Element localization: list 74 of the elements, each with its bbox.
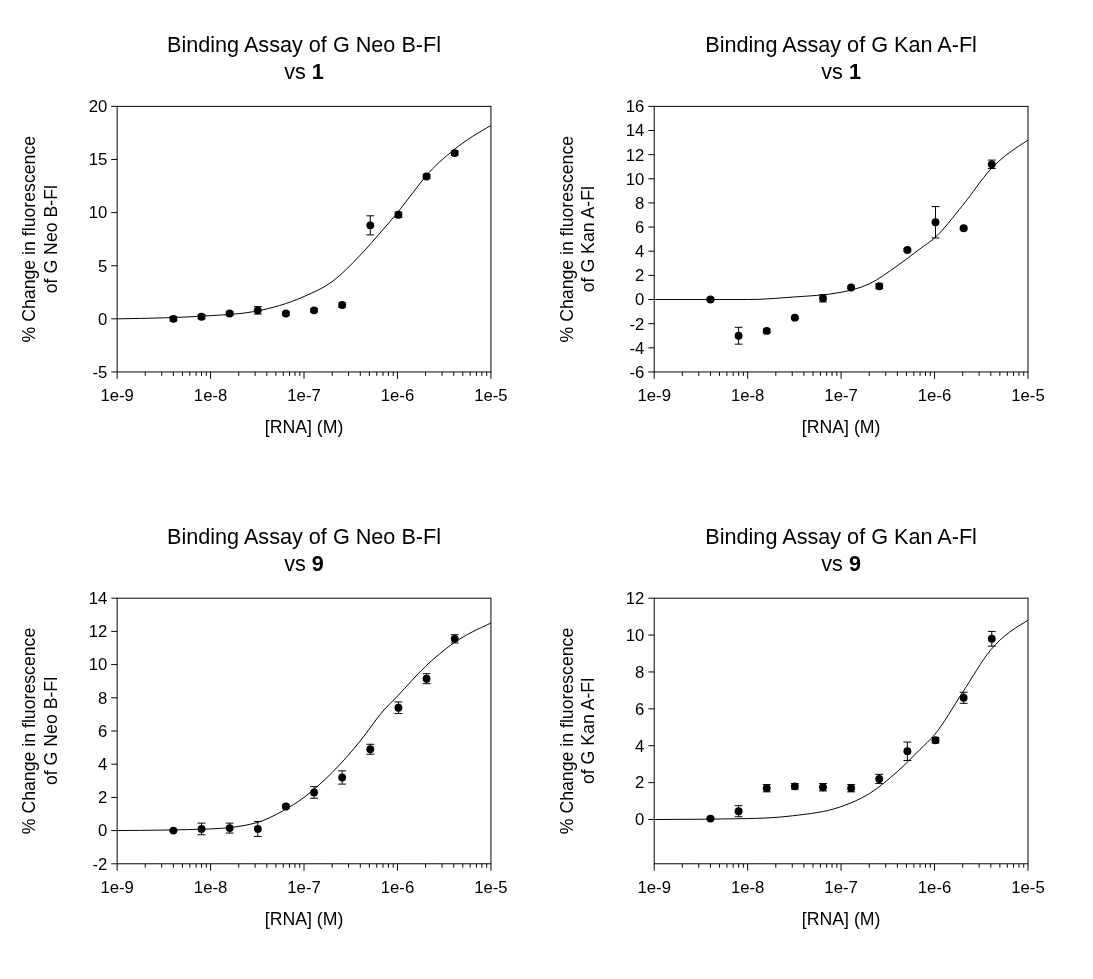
x-axis-title: [RNA] (M) [264, 908, 344, 929]
x-tick-label: 1e-7 [824, 878, 858, 898]
x-tick-label: 1e-5 [474, 386, 508, 406]
point [394, 703, 403, 712]
y-tick-label: 4 [635, 242, 645, 262]
y-tick-label: 14 [625, 121, 645, 141]
x-tick-label: 1e-9 [637, 386, 671, 406]
point [366, 221, 375, 230]
y-tick-label: 10 [625, 169, 645, 189]
y-tick-label: 15 [88, 150, 108, 170]
y-tick-label: 2 [97, 788, 108, 808]
y-tick-label: 8 [635, 193, 645, 213]
chart-title: Binding Assay of G Neo B-Fl vs 1 [167, 32, 442, 84]
y-tick-label: -5 [92, 362, 108, 382]
x-tick-label: 1e-7 [287, 878, 321, 898]
y-tick-label: 2 [635, 773, 645, 793]
x-tick-label: 1e-6 [917, 878, 952, 898]
y-tick-label: 4 [97, 755, 108, 775]
y-tick-label: 0 [97, 821, 108, 841]
chart-title: Binding Assay of G Kan A-Fl vs 1 [705, 32, 977, 84]
point [903, 747, 912, 756]
y-tick-label: 14 [88, 589, 108, 609]
y-tick-label: 12 [625, 589, 645, 609]
chart-title: Binding Assay of G Kan A-Fl vs 9 [705, 524, 977, 576]
point [734, 331, 743, 340]
y-tick-label: 16 [625, 97, 645, 117]
y-tick-label: 0 [635, 290, 645, 310]
point [931, 218, 940, 227]
x-tick-label: 1e-5 [1011, 878, 1045, 898]
y-tick-label: 0 [635, 810, 645, 830]
point [253, 824, 262, 833]
y-tick-label: 4 [635, 736, 645, 756]
x-tick-label: 1e-9 [100, 878, 134, 898]
y-axis-title: % Change in fluorescence of G Neo B-Fl [19, 627, 62, 835]
y-axis-title: % Change in fluorescence of G Neo B-Fl [19, 135, 62, 343]
y-axis-title: % Change in fluorescence of G Kan A-Fl [556, 627, 599, 835]
y-tick-label: 20 [88, 97, 108, 117]
x-tick-label: 1e-6 [380, 878, 415, 898]
x-tick-label: 1e-9 [100, 386, 134, 406]
x-tick-label: 1e-9 [637, 878, 671, 898]
point [987, 634, 996, 643]
y-tick-label: 8 [97, 688, 108, 708]
x-axis-title: [RNA] (M) [801, 416, 881, 437]
y-tick-label: 12 [625, 145, 645, 165]
chart-title: Binding Assay of G Neo B-Fl vs 9 [167, 524, 442, 576]
x-axis-title: [RNA] (M) [801, 908, 881, 929]
x-tick-label: 1e-8 [730, 386, 765, 406]
x-tick-label: 1e-7 [287, 386, 321, 406]
y-tick-label: 10 [625, 625, 645, 645]
x-tick-label: 1e-7 [824, 386, 858, 406]
y-tick-label: 0 [97, 309, 108, 329]
y-tick-label: 6 [635, 699, 645, 719]
y-tick-label: -2 [92, 854, 108, 874]
y-tick-label: 5 [97, 256, 108, 276]
y-tick-label: 12 [88, 622, 108, 642]
x-tick-label: 1e-6 [380, 386, 415, 406]
y-tick-label: 6 [97, 721, 108, 741]
x-tick-label: 1e-5 [474, 878, 508, 898]
y-axis-title: % Change in fluorescence of G Kan A-Fl [556, 135, 599, 343]
x-tick-label: 1e-5 [1011, 386, 1045, 406]
x-tick-label: 1e-6 [917, 386, 952, 406]
x-axis-title: [RNA] (M) [264, 416, 344, 437]
x-tick-label: 1e-8 [730, 878, 765, 898]
y-tick-label: -6 [629, 362, 645, 382]
y-tick-label: 8 [635, 662, 645, 682]
x-tick-label: 1e-8 [193, 386, 228, 406]
y-tick-label: 2 [635, 266, 645, 286]
x-tick-label: 1e-8 [193, 878, 228, 898]
y-tick-label: -2 [629, 314, 645, 334]
y-tick-label: 6 [635, 217, 645, 237]
y-tick-label: 10 [88, 655, 108, 675]
point [959, 224, 968, 233]
y-tick-label: 10 [88, 203, 108, 223]
y-tick-label: -4 [629, 338, 645, 358]
